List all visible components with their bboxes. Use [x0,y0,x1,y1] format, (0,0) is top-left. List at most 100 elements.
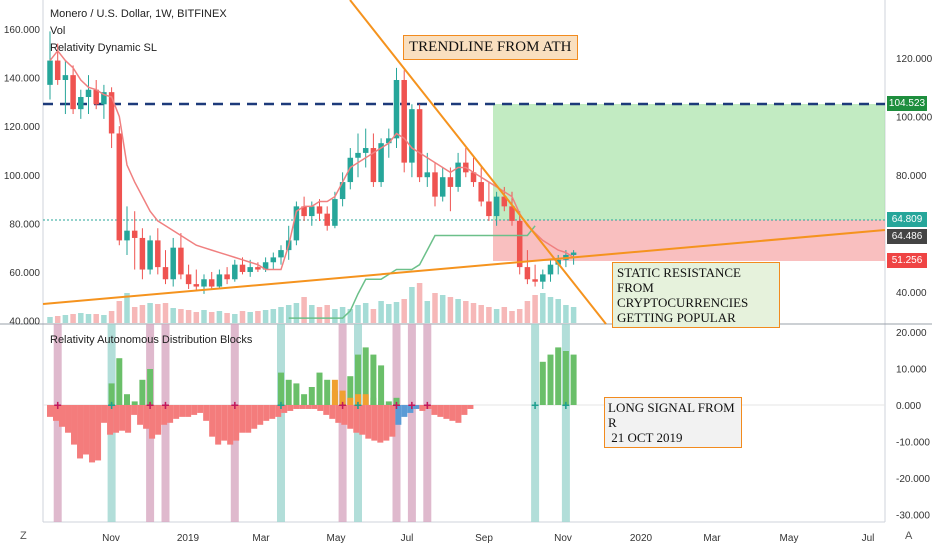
target-zone [493,104,885,220]
oscillator-bar-negative [131,405,138,415]
buy-signal-marker: + [277,397,285,413]
volume-bar [478,305,484,323]
volume-bar [293,303,300,323]
signal-stripe [531,324,540,522]
oscillator-bar-positive [539,361,546,405]
candle-body [447,177,454,187]
oscillator-bar-negative [389,405,396,437]
candle-body [247,267,253,272]
oscillator-bar-negative [89,405,96,463]
oscillator-bar-positive [316,372,323,405]
annotation-line: LONG SIGNAL FROM R [608,400,735,430]
volume-bar [193,312,200,323]
log-scale-toggle[interactable]: Z [20,530,27,542]
oscillator-bar-positive [108,383,115,405]
candle-body [540,274,546,282]
candle-body [239,264,246,272]
candle-body [170,247,176,280]
candle-body [178,247,184,275]
annotation-trendline[interactable]: TRENDLINE FROM ATH [403,35,578,60]
oscillator-bar-positive [324,379,331,405]
oscillator-bar-negative [335,405,342,423]
signal-stripe [277,324,285,522]
candle-body [524,267,531,280]
volume-bar [424,301,431,323]
candle-body [386,138,392,144]
candle-body [516,220,523,268]
volume-bar [178,309,184,323]
candle-body [78,97,84,110]
oscillator-bar-negative [341,405,348,425]
candle-body [509,206,515,221]
volume-bar [516,309,523,323]
oscillator-tick-label: -10.000 [896,438,930,449]
volume-bar [85,314,92,323]
oscillator-bar-negative [161,405,168,425]
volume-bar [547,297,554,323]
volume-bar [278,307,284,323]
oscillator-bar-positive [355,354,361,405]
candle-body [439,177,446,197]
sell-signal-marker: + [231,397,239,413]
candle-body [208,279,215,287]
oscillator-bar-negative [395,405,402,425]
auto-scale-toggle[interactable]: A [905,530,913,542]
volume-bar [378,301,384,323]
volume-bar [555,299,561,323]
volume-bar [532,295,538,323]
candle-body [347,157,354,183]
candle-body [116,133,123,241]
oscillator-bar-negative [209,405,216,437]
oscillator-bar-negative [203,405,210,421]
oscillator-bar-negative [467,405,474,409]
oscillator-bar-positive [362,347,369,405]
volume-bar [455,299,461,323]
volume-bar [247,312,253,323]
sell-signal-marker: + [146,397,154,413]
candle-body [270,257,277,263]
left-tick-label: 80.000 [9,219,40,230]
candle-body [378,143,384,183]
oscillator-bar-negative [137,405,144,425]
volume-bar [486,307,492,323]
volume-bar [255,311,261,323]
oscillator-bar-negative [401,405,408,417]
oscillator-bar-negative [179,405,186,417]
time-tick-label: May [780,533,799,544]
oscillator-bar-negative [311,405,318,409]
signal-markers: + + + + + + + + + + + + + [54,397,570,413]
oscillator-bar-positive [347,397,354,405]
oscillator-bar-negative [245,405,252,433]
oscillator-bar-negative [185,405,192,417]
oscillator-bar-positive [116,358,123,405]
oscillator-bar-negative [305,405,312,409]
oscillator-bar-negative [281,405,288,413]
candle-body [362,148,369,153]
candle-body [201,279,207,287]
oscillator-bar-negative [263,405,270,421]
candle-body [455,162,461,187]
candle-body [570,252,577,255]
oscillator-bar-negative [323,405,330,415]
oscillator-bar-positive [370,397,377,405]
volume-bar [432,293,438,323]
candle-body [70,75,76,110]
oscillator-bar-negative [59,405,66,427]
oscillator-bar-positive [378,401,385,405]
volume-bar [563,305,569,323]
oscillator-bar-positive [347,376,354,405]
volume-bar [570,307,577,323]
annotation-long-signal[interactable]: LONG SIGNAL FROM R 21 OCT 2019 [604,397,742,448]
sell-signal-marker: + [339,397,347,413]
oscillator-bar-negative [125,405,132,433]
oscillator-bar-negative [173,405,180,419]
candle-body [470,172,477,183]
oscillator-bar-negative [47,405,53,417]
oscillator-tick-label: -20.000 [896,474,930,485]
oscillator-bar-positive [385,401,392,405]
oscillator-bar-positive [301,394,308,405]
candle-body [262,262,269,270]
oscillator-bar-negative [197,405,204,413]
oscillator-bar-negative [383,405,390,441]
annotation-static-resistance[interactable]: STATIC RESISTANCE FROM CRYPTOCURRENCIES … [612,262,780,328]
